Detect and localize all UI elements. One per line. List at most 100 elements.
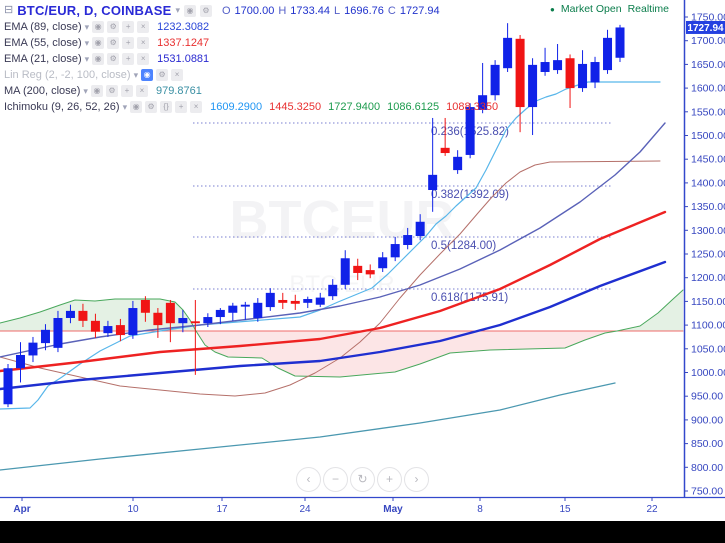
- watermark-symbol: BTCEUR: [230, 190, 455, 250]
- gear-icon[interactable]: ⚙: [107, 37, 120, 49]
- candle: [453, 150, 463, 174]
- indicator-label[interactable]: Lin Reg (2, -2, 100, close): [4, 69, 131, 81]
- candle: [65, 304, 75, 324]
- price-tick-label: 1450.00: [691, 154, 725, 166]
- plus-icon[interactable]: +: [122, 53, 135, 65]
- candle: [490, 60, 500, 101]
- eye-icon[interactable]: ◉: [92, 53, 105, 65]
- close-icon[interactable]: ×: [137, 53, 150, 65]
- indicator-label[interactable]: EMA (89, close): [4, 21, 82, 33]
- candle: [128, 300, 138, 339]
- candle: [578, 50, 588, 92]
- chevron-down-icon[interactable]: ▾: [84, 21, 90, 32]
- gear-icon[interactable]: ⚙: [107, 21, 120, 33]
- price-tick-label: 900.00: [691, 414, 723, 426]
- indicator-label[interactable]: Ichimoku (9, 26, 52, 26): [4, 101, 120, 113]
- close-icon[interactable]: ×: [190, 101, 203, 113]
- indicator-values: 1609.2900 1445.3250 1727.9400 1086.6125 1088…: [210, 101, 498, 113]
- indicator-legend: ⊟ BTC/EUR, D, COINBASE ▾ ◉ ⚙ O 1700.00 H 17…: [4, 2, 498, 115]
- close-icon[interactable]: ×: [137, 21, 150, 33]
- candle: [553, 44, 563, 74]
- indicator-label[interactable]: EMA (55, close): [4, 37, 82, 49]
- indicator-row-ema89: EMA (89, close) ▾ ◉ ⚙ + × 1232.3082: [4, 19, 498, 35]
- kijun-line: [0, 160, 661, 397]
- price-tick-label: 1150.00: [691, 296, 725, 308]
- candle: [103, 320, 113, 337]
- ohlc-letter: O: [221, 4, 231, 17]
- senkou-a-line: [0, 289, 684, 378]
- candle: [278, 292, 288, 309]
- candle: [590, 56, 600, 89]
- plus-icon[interactable]: +: [120, 85, 133, 97]
- chevron-down-icon[interactable]: ▾: [175, 5, 180, 15]
- ohlc-value: 1696.76: [344, 4, 384, 17]
- zoom-out-button[interactable]: −: [323, 467, 348, 492]
- scroll-right-button[interactable]: ›: [404, 467, 429, 492]
- indicator-value: 1232.3082: [157, 21, 210, 33]
- ichimoku-cloud-green-right: [617, 290, 683, 331]
- candle: [165, 299, 175, 343]
- candle: [240, 301, 250, 320]
- price-tick-label: 950.00: [691, 391, 723, 403]
- eye-icon[interactable]: ◉: [141, 69, 154, 81]
- gear-icon[interactable]: ⚙: [145, 101, 158, 113]
- indicator-label[interactable]: EMA (21, close): [4, 53, 82, 65]
- candle: [478, 62, 488, 114]
- plus-icon[interactable]: +: [122, 21, 135, 33]
- eye-icon[interactable]: ◉: [130, 101, 143, 113]
- eye-icon[interactable]: ◉: [92, 37, 105, 49]
- indicator-values: 1232.3082: [157, 21, 209, 33]
- symbol-title[interactable]: BTC/EUR, D, COINBASE: [17, 3, 172, 18]
- chevron-down-icon[interactable]: ▾: [83, 85, 88, 96]
- candle: [140, 296, 150, 322]
- plus-icon[interactable]: +: [122, 37, 135, 49]
- candle: [215, 308, 225, 325]
- time-tick-label: 22: [646, 504, 658, 515]
- candle: [390, 236, 400, 262]
- price-tick-label: 1750.00: [691, 12, 725, 24]
- plus-icon[interactable]: +: [175, 101, 188, 113]
- indicator-label[interactable]: MA (200, close): [4, 85, 81, 97]
- candle: [253, 298, 263, 322]
- market-open-label: Market Open: [560, 3, 622, 15]
- time-tick-label: 24: [299, 504, 311, 515]
- gear-icon[interactable]: ⚙: [107, 53, 120, 65]
- candle: [415, 214, 425, 241]
- candle: [528, 58, 538, 136]
- reset-view-button[interactable]: ↻: [350, 467, 375, 492]
- gear-icon[interactable]: ⚙: [156, 69, 169, 81]
- price-tick-label: 1000.00: [691, 367, 725, 379]
- scroll-left-button[interactable]: ‹: [296, 467, 321, 492]
- close-icon[interactable]: ×: [137, 37, 150, 49]
- time-tick-label: 10: [127, 504, 139, 515]
- braces-icon[interactable]: {}: [160, 101, 173, 113]
- zoom-in-button[interactable]: +: [377, 467, 402, 492]
- indicator-value: 1086.6125: [387, 101, 440, 113]
- fib-level-label: 0.618(1175.91): [431, 292, 508, 304]
- indicator-value: 1727.9400: [328, 101, 381, 113]
- chevron-down-icon[interactable]: ▾: [133, 69, 139, 80]
- indicator-value: 1531.0881: [157, 53, 210, 65]
- price-chart[interactable]: BTCEURBTC/EUR0.236(1525.82)0.382(1392.09…: [0, 0, 725, 520]
- chevron-down-icon[interactable]: ▾: [122, 101, 128, 112]
- close-icon[interactable]: ×: [135, 85, 148, 97]
- candle: [340, 250, 350, 290]
- ichimoku-cloud-pink: [196, 331, 617, 377]
- eye-icon[interactable]: ◉: [183, 4, 196, 17]
- chevron-down-icon[interactable]: ▾: [84, 53, 90, 64]
- ema-55-line: [0, 210, 667, 373]
- close-icon[interactable]: ×: [171, 69, 184, 81]
- gear-icon[interactable]: ⚙: [105, 85, 118, 97]
- price-tick-label: 1050.00: [691, 343, 725, 355]
- market-status: ● Market Open Realtime: [550, 3, 669, 15]
- chevron-down-icon[interactable]: ▾: [84, 37, 90, 48]
- price-tick-label: 1600.00: [691, 83, 725, 95]
- legend-collapse-icon[interactable]: ⊟: [4, 4, 14, 16]
- candle: [303, 296, 313, 309]
- candle: [115, 318, 125, 342]
- status-dot-icon: ●: [550, 4, 555, 14]
- candle: [515, 35, 525, 133]
- gear-icon[interactable]: ⚙: [199, 4, 212, 17]
- eye-icon[interactable]: ◉: [92, 21, 105, 33]
- eye-icon[interactable]: ◉: [90, 85, 103, 97]
